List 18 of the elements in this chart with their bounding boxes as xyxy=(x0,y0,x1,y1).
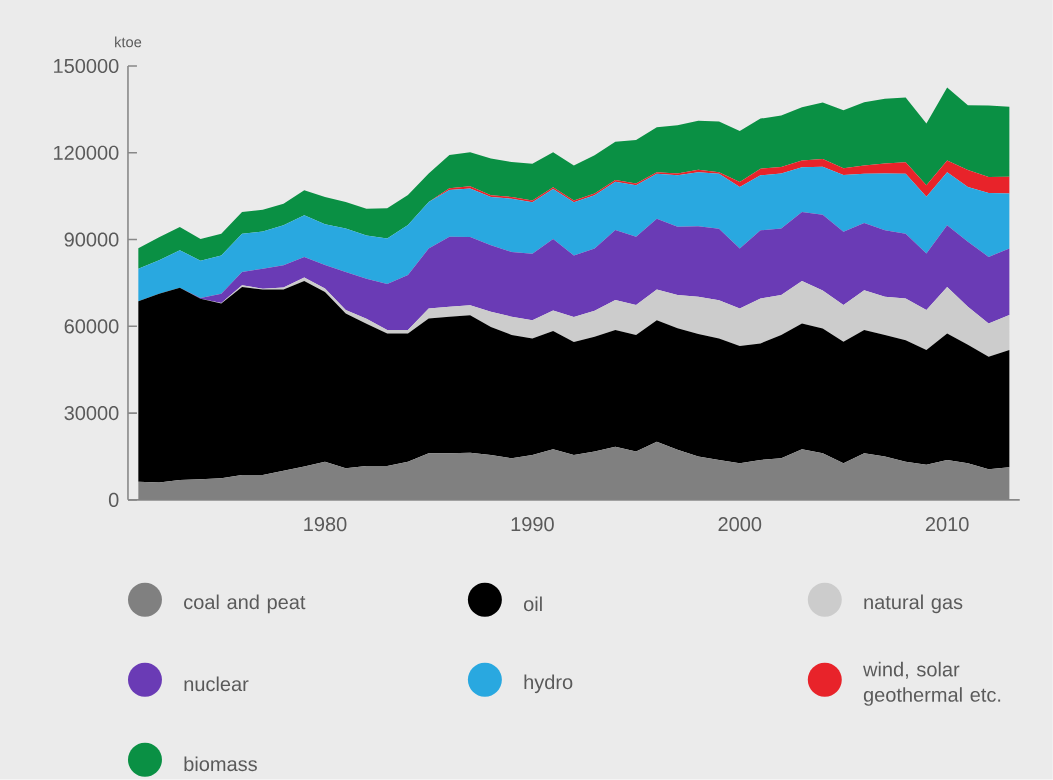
y-tick-label: 30000 xyxy=(64,406,119,421)
legend-label: nuclear xyxy=(184,676,249,692)
legend-label: hydro xyxy=(524,674,573,694)
legend-label: coal and peat xyxy=(184,594,306,614)
legend-label: biomass xyxy=(184,756,257,772)
x-tick-label: 1980 xyxy=(304,517,347,532)
x-tick-label: 2000 xyxy=(718,517,762,532)
legend-label: oil xyxy=(523,596,542,612)
y-tick-label: 150000 xyxy=(54,59,119,74)
legend-label: natural gas xyxy=(864,594,963,614)
y-tick-label: 0 xyxy=(108,492,119,508)
y-tick-label: 120000 xyxy=(54,145,119,160)
legend-label: wind, solar geothermal etc. xyxy=(863,661,1001,706)
y-tick-label: 60000 xyxy=(64,319,119,334)
y-axis-title: ktoe xyxy=(115,36,142,48)
y-tick-label: 90000 xyxy=(64,232,119,247)
x-tick-label: 1990 xyxy=(511,517,554,532)
x-tick-label: 2010 xyxy=(925,517,969,532)
